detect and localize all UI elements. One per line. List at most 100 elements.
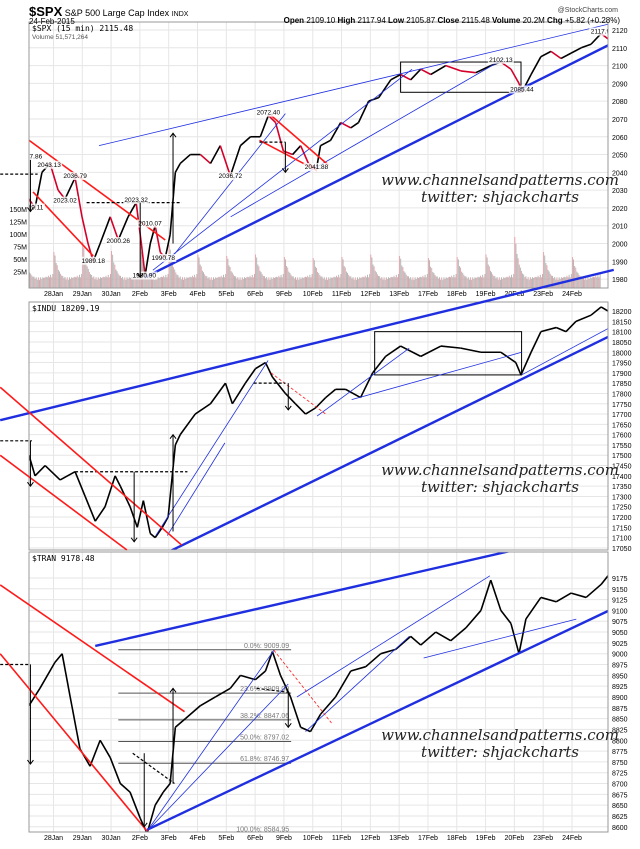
volume-bar [136, 274, 138, 288]
volume-bar [128, 277, 130, 288]
price-segment [59, 471, 76, 481]
volume-bar [68, 277, 70, 288]
volume-bar [288, 271, 290, 288]
price-segment [480, 579, 492, 611]
volume-bar [146, 272, 148, 288]
y-tick-label: 2120 [612, 28, 628, 35]
volume-bar [548, 271, 550, 288]
volume-bar [410, 277, 412, 288]
volume-bar [473, 279, 475, 288]
volume-bar [245, 277, 247, 288]
volume-bar [57, 269, 59, 288]
x-tick-label: 6Feb [247, 291, 263, 298]
volume-bar [207, 278, 209, 288]
volume-bar [446, 277, 448, 288]
volume-bar [530, 278, 532, 288]
x-tick-label: 30Jan [102, 835, 121, 842]
volume-bar [413, 280, 415, 288]
y-tick-label: 2010 [612, 224, 628, 231]
x-tick-label: 30Jan [102, 291, 121, 298]
price-segment [119, 782, 131, 793]
price-segment [199, 153, 212, 165]
volume-bar [86, 266, 88, 288]
volume-bar [269, 279, 271, 288]
arrow-head-icon [281, 168, 289, 174]
volume-bar [118, 275, 120, 288]
price-segment [305, 407, 317, 415]
price-segment [162, 783, 171, 793]
volume-bar [250, 277, 252, 288]
volume-bar [149, 277, 151, 288]
price-segment [510, 623, 520, 654]
y-tick-label: 8975 [612, 663, 628, 670]
volume-bar [107, 274, 109, 288]
volume-bar [217, 277, 219, 288]
volume-bar [206, 276, 208, 288]
volume-bar [193, 277, 194, 288]
volume-bar [203, 272, 204, 288]
volume-bar [569, 277, 571, 288]
price-segment [500, 351, 517, 364]
volume-bar [104, 277, 106, 288]
fib-label: 100.0%: 8584.95 [236, 826, 289, 833]
y-tick-label: 17900 [612, 371, 632, 378]
volume-bar [458, 266, 460, 288]
volume-bar [265, 278, 266, 288]
volume-bar [583, 277, 584, 288]
price-segment [555, 592, 572, 603]
volume-bar [270, 277, 272, 288]
price-label-bg [217, 172, 244, 181]
volume-bar [256, 257, 258, 288]
volume-bar [75, 277, 77, 288]
x-tick-label: 13Feb [389, 291, 409, 298]
volume-bar [100, 277, 101, 288]
price-segment [264, 651, 274, 672]
volume-bar [175, 272, 177, 288]
y-tick-label: 17350 [612, 484, 632, 491]
volume-bar [575, 267, 577, 288]
price-segment [140, 243, 146, 276]
volume-bar [215, 277, 217, 288]
volume-bar [465, 276, 467, 288]
volume-bar [229, 267, 231, 288]
arrow-head-icon [27, 481, 34, 487]
volume-bar [232, 274, 234, 288]
x-tick-label: 17Feb [418, 835, 438, 842]
chg-value: +5.82 (+0.28%) [564, 16, 620, 25]
volume-bar [544, 255, 546, 288]
volume-bar [239, 277, 241, 288]
volume-bar [371, 257, 373, 288]
volume-bar [516, 253, 518, 288]
volume-bar [280, 274, 282, 288]
price-label: 2023.02 [53, 198, 77, 205]
volume-bar [364, 275, 366, 288]
volume-bar [372, 264, 374, 288]
price-segment [518, 618, 527, 654]
y-tick-label: 17800 [612, 391, 632, 398]
price-segment [525, 596, 542, 620]
volume-bar [577, 272, 579, 288]
volume-bar [172, 261, 173, 288]
y-tick-label: 18050 [612, 340, 632, 347]
volume-bar [244, 277, 245, 288]
price-segment [540, 50, 552, 58]
fib-label: 23.6%: 8909.00 [240, 686, 289, 693]
volume-bar [176, 274, 178, 288]
volume-bar [385, 277, 387, 288]
volume-bar [362, 276, 364, 288]
volume-bar [263, 276, 265, 288]
volume-bar [302, 277, 304, 288]
volume-bar [179, 276, 181, 288]
volume-bar [596, 277, 598, 288]
volume-bar [312, 258, 314, 288]
x-tick-label: 12Feb [360, 835, 380, 842]
volume-bar [494, 276, 496, 288]
volume-bar [435, 276, 437, 288]
volume-bar [409, 278, 411, 288]
volume-bar [330, 277, 332, 288]
trendline-thick [169, 335, 608, 550]
volume-bar [503, 277, 505, 288]
volume-bar [478, 277, 480, 288]
volume-bar [475, 277, 477, 288]
